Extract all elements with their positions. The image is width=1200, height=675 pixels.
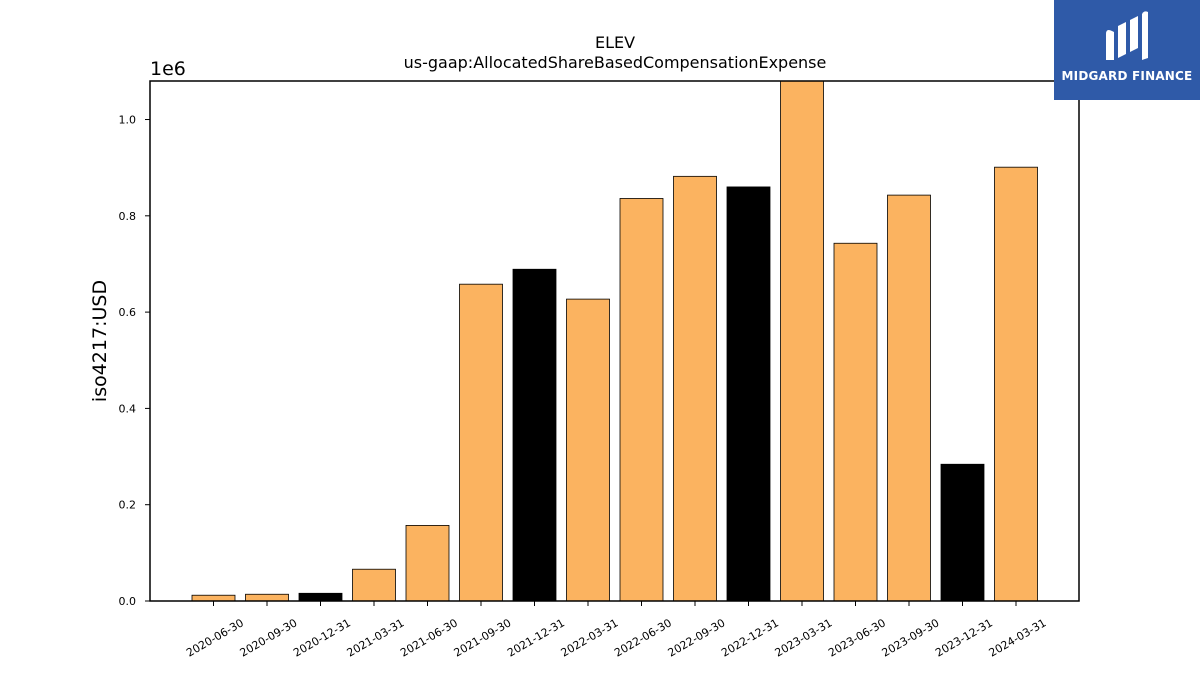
bars-group <box>191 80 1038 602</box>
bar-2020-12-31 <box>298 592 343 602</box>
bar-2020-06-30 <box>191 594 236 602</box>
bar-2020-09-30 <box>245 593 289 602</box>
bar-2022-12-31 <box>726 186 771 602</box>
y-tick-label: 0.8 <box>119 210 137 223</box>
logo-text: MIDGARD FINANCE <box>1061 69 1193 83</box>
bar-2024-03-31 <box>994 166 1038 602</box>
y-axis-label: iso4217:USD <box>89 280 111 402</box>
x-tick-label: 2022-12-31 <box>719 616 781 659</box>
x-tick-label: 2022-03-31 <box>559 616 621 659</box>
x-tick-label: 2021-09-30 <box>452 616 514 659</box>
bar-2022-06-30 <box>619 198 664 602</box>
x-tick-label: 2022-06-30 <box>612 616 674 659</box>
bar-2021-12-31 <box>512 268 557 602</box>
y-tick-label: 0.2 <box>119 499 137 512</box>
x-tick-label: 2024-03-31 <box>987 616 1049 659</box>
x-tick-label: 2022-09-30 <box>666 616 728 659</box>
bar-2023-06-30 <box>833 242 878 602</box>
y-tick-label: 0.0 <box>119 595 137 608</box>
x-tick-label: 2021-03-31 <box>345 616 407 659</box>
x-tick-label: 2023-09-30 <box>880 616 942 659</box>
chart-subtitle: us-gaap:AllocatedShareBasedCompensationE… <box>404 53 827 72</box>
x-tick-label: 2023-12-31 <box>933 616 995 659</box>
plot-frame <box>149 80 1080 602</box>
bar-2022-03-31 <box>566 298 610 602</box>
y-scale-label: 1e6 <box>150 58 186 80</box>
bar-2023-03-31 <box>780 80 824 602</box>
bar-2022-09-30 <box>673 175 717 602</box>
midgard-finance-logo: MIDGARD FINANCE <box>1054 0 1200 100</box>
x-tick-label: 2020-12-31 <box>291 616 353 659</box>
y-tick-label: 0.4 <box>119 402 137 415</box>
bar-2021-06-30 <box>405 525 450 602</box>
x-tick-label: 2020-06-30 <box>184 616 246 659</box>
x-tick-label: 2021-06-30 <box>398 616 460 659</box>
bar-2023-09-30 <box>887 194 931 602</box>
x-tick-label: 2021-12-31 <box>505 616 567 659</box>
x-tick-label: 2023-03-31 <box>773 616 835 659</box>
x-ticks-group: 2020-06-302020-09-302020-12-312021-03-31… <box>184 601 1049 660</box>
x-tick-label: 2023-06-30 <box>826 616 888 659</box>
y-ticks-group: 0.0 0.2 0.4 0.6 0.8 1.0 <box>119 114 150 608</box>
y-tick-label: 0.6 <box>119 306 137 319</box>
bar-2021-09-30 <box>459 283 503 602</box>
y-tick-label: 1.0 <box>119 114 137 127</box>
bar-2023-12-31 <box>940 463 985 602</box>
midgard-logo-icon <box>1106 11 1148 61</box>
bar-2021-03-31 <box>352 568 396 602</box>
chart-title: ELEV <box>595 33 635 52</box>
x-tick-label: 2020-09-30 <box>238 616 300 659</box>
